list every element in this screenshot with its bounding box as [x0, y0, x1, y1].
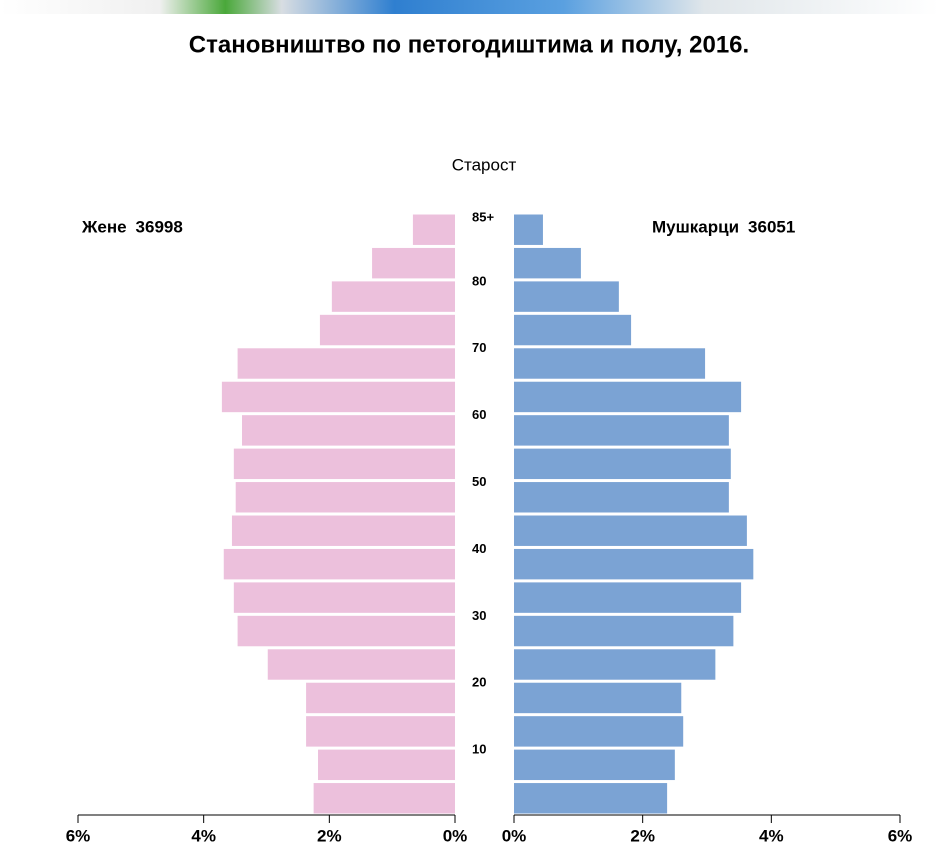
bar: [318, 750, 455, 780]
bar: [514, 616, 733, 646]
bar: [268, 649, 455, 679]
x-tick-label: 6%: [888, 826, 913, 845]
bar: [306, 716, 455, 746]
x-tick-label: 6%: [66, 826, 91, 845]
y-tick-label: 50: [472, 474, 486, 489]
bar: [236, 482, 455, 512]
header-band: [0, 0, 939, 14]
bar: [514, 516, 747, 546]
bar: [372, 248, 455, 278]
bar: [222, 382, 455, 412]
y-tick-label: 30: [472, 608, 486, 623]
bar: [514, 649, 715, 679]
bar: [242, 415, 455, 445]
bar: [306, 683, 455, 713]
x-tick-label: 0%: [502, 826, 527, 845]
x-tick-label: 2%: [630, 826, 655, 845]
y-axis-label: Старост: [452, 155, 517, 174]
bar: [234, 449, 455, 479]
legend-total: 36051: [748, 217, 795, 236]
bar: [234, 582, 455, 612]
bar: [238, 348, 455, 378]
y-tick-label: 10: [472, 742, 486, 757]
legend-label: Жене: [81, 217, 127, 236]
y-tick-label: 40: [472, 541, 486, 556]
x-tick-label: 0%: [443, 826, 468, 845]
legend-total: 36998: [136, 217, 183, 236]
bar: [514, 549, 753, 579]
bar: [514, 348, 705, 378]
x-tick-label: 4%: [759, 826, 784, 845]
bar: [413, 215, 455, 245]
bar: [514, 716, 683, 746]
bar: [332, 281, 455, 311]
bar: [314, 783, 455, 813]
y-tick-label: 85+: [472, 209, 494, 224]
legend-label: Мушкарци: [652, 217, 739, 236]
bar: [238, 616, 455, 646]
bar: [514, 281, 619, 311]
y-tick-label: 20: [472, 675, 486, 690]
bar: [514, 248, 581, 278]
y-tick-label: 60: [472, 407, 486, 422]
y-tick-label: 70: [472, 340, 486, 355]
x-tick-label: 4%: [191, 826, 216, 845]
x-tick-label: 2%: [317, 826, 342, 845]
chart: Становништво по петогодиштима и полу, 20…: [0, 0, 939, 863]
bar: [514, 315, 631, 345]
bar: [514, 215, 543, 245]
bar: [514, 482, 729, 512]
bar: [514, 750, 675, 780]
y-tick-label: 80: [472, 273, 486, 288]
bar: [514, 415, 729, 445]
bar: [232, 516, 455, 546]
bar: [514, 582, 741, 612]
bar: [514, 683, 681, 713]
bar: [514, 449, 731, 479]
bar: [514, 783, 667, 813]
bar: [514, 382, 741, 412]
bar: [224, 549, 455, 579]
bar: [320, 315, 455, 345]
chart-title: Становништво по петогодиштима и полу, 20…: [189, 31, 749, 58]
